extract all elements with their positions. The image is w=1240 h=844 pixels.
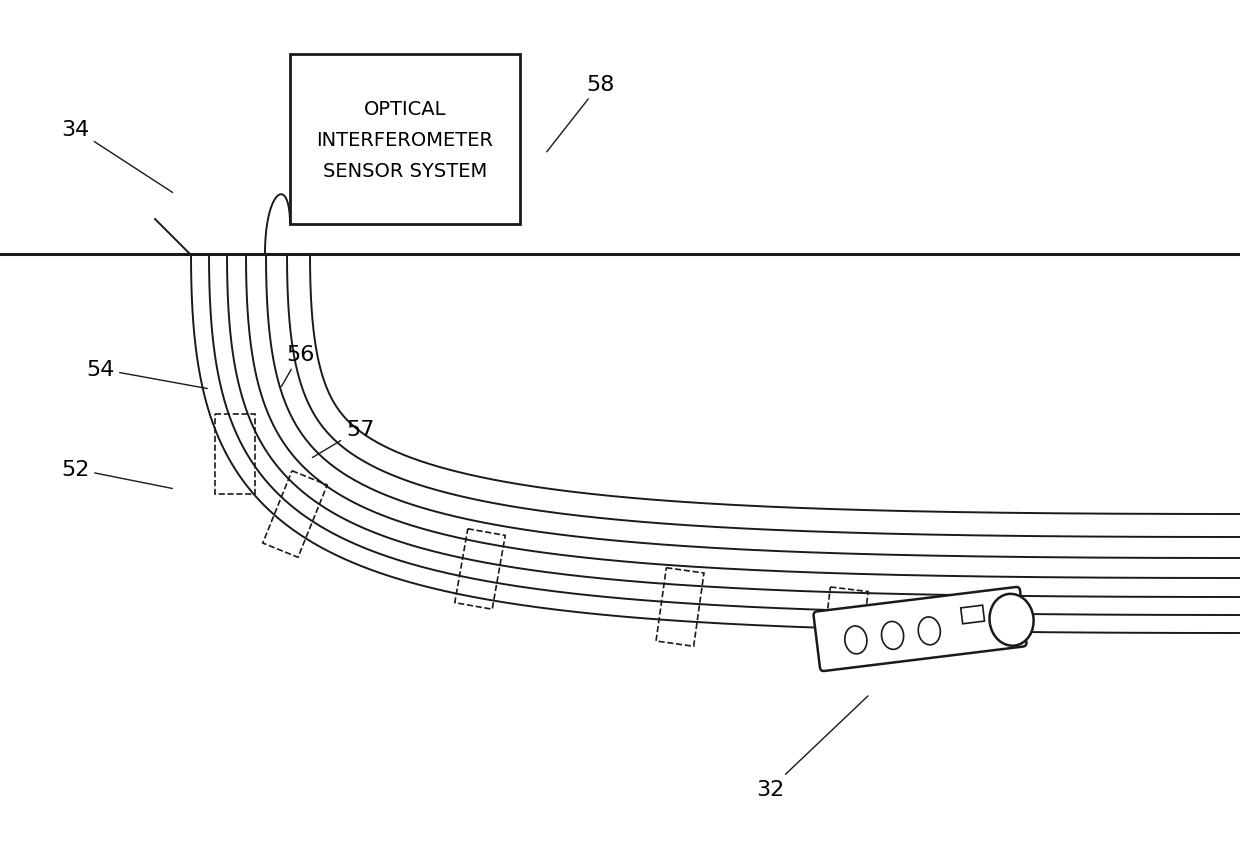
Text: 34: 34 <box>61 120 172 193</box>
FancyBboxPatch shape <box>290 55 520 225</box>
Text: 58: 58 <box>547 75 614 153</box>
Bar <box>215 414 255 495</box>
Ellipse shape <box>882 622 904 650</box>
Text: OPTICAL
INTERFEROMETER
SENSOR SYSTEM: OPTICAL INTERFEROMETER SENSOR SYSTEM <box>316 100 494 181</box>
Text: 52: 52 <box>61 459 172 489</box>
Bar <box>656 568 704 647</box>
Text: 56: 56 <box>281 344 314 387</box>
FancyBboxPatch shape <box>813 587 1027 671</box>
Text: 54: 54 <box>86 360 207 389</box>
Ellipse shape <box>990 594 1034 646</box>
Bar <box>961 605 985 624</box>
Ellipse shape <box>919 617 940 645</box>
Bar <box>455 529 505 609</box>
Text: 32: 32 <box>756 696 868 799</box>
Text: 57: 57 <box>312 419 374 458</box>
Bar <box>263 471 327 558</box>
Ellipse shape <box>844 626 867 654</box>
Bar <box>822 587 868 661</box>
